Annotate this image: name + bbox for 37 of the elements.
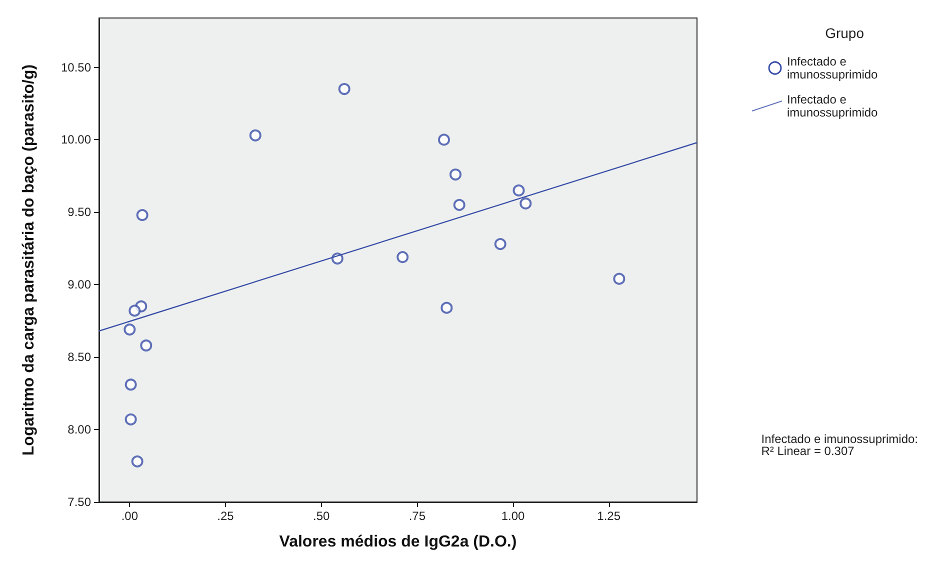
point bbox=[124, 324, 136, 336]
legend-label: Infectado e imunossuprimido bbox=[787, 92, 878, 120]
point bbox=[140, 340, 152, 352]
y-axis-title: Logaritmo da carga parasitária do baço (parasito/g) bbox=[20, 64, 38, 456]
y-tick-label: 8.00 bbox=[68, 422, 92, 437]
x-tick-label: .75 bbox=[408, 509, 426, 523]
point bbox=[440, 302, 453, 314]
point bbox=[613, 272, 626, 285]
point bbox=[438, 134, 450, 146]
point bbox=[124, 413, 137, 426]
point bbox=[124, 378, 137, 391]
point bbox=[128, 304, 141, 317]
point bbox=[520, 197, 532, 210]
point bbox=[453, 198, 466, 211]
x-tick-label: 1.00 bbox=[501, 509, 525, 523]
point bbox=[136, 209, 148, 222]
point bbox=[396, 251, 409, 264]
x-tick-label: .25 bbox=[217, 509, 234, 523]
point bbox=[450, 168, 462, 180]
x-axis-title: Valores médios de IgG2a (D.O.) bbox=[279, 534, 517, 550]
point bbox=[512, 184, 525, 196]
point bbox=[249, 129, 262, 142]
x-tick-label: .00 bbox=[121, 509, 138, 523]
y-tick-label: 9.50 bbox=[68, 205, 92, 220]
point bbox=[131, 455, 144, 468]
legend-label: Infectado e imunossuprimido bbox=[787, 54, 878, 82]
y-tick-label: 7.50 bbox=[68, 495, 92, 509]
y-tick-label: 10.00 bbox=[60, 132, 92, 147]
y-tick-label: 9.00 bbox=[68, 278, 92, 292]
x-tick-label: 1.25 bbox=[597, 509, 621, 523]
point bbox=[338, 83, 350, 96]
point bbox=[494, 238, 506, 250]
text: Infectado e imunossuprimido: R² Linear = 0.307 bbox=[761, 432, 918, 458]
y-tick-label: 10.50 bbox=[60, 60, 92, 74]
legend-title: Grupo bbox=[825, 25, 864, 41]
y-tick-label: 8.50 bbox=[68, 350, 92, 364]
x-tick-label: .50 bbox=[312, 509, 330, 523]
